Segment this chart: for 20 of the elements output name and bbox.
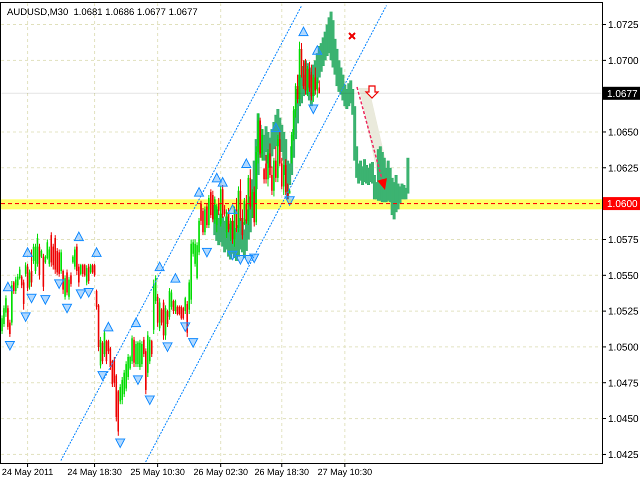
y-tick-label: 1.0525 [608,306,640,318]
ref-line-label: 1.0677 [607,88,638,100]
x-tick-label: 26 May 18:30 [254,467,310,477]
y-tick-label: 1.0700 [608,56,640,67]
y-tick-label: 1.0500 [608,342,640,354]
y-tick-label: 1.0550 [608,270,640,282]
y-tick-label: 1.0450 [608,414,640,426]
x-tick-label: 27 May 10:30 [318,467,372,477]
y-tick-label: 1.0575 [608,234,640,246]
y-tick-label: 1.0425 [608,450,640,461]
ref-line-label: 1.0600 [607,199,638,210]
y-tick-label: 1.0725 [608,20,640,31]
y-tick-label: 1.0475 [608,378,640,390]
x-tick-label: 25 May 10:30 [130,467,185,477]
chart-title: AUDUSD,M30 1.0681 1.0686 1.0677 1.0677 [7,7,198,18]
y-tick-label: 1.0650 [608,127,640,138]
x-tick-label: 26 May 02:30 [193,467,248,477]
y-tick-label: 1.0625 [608,163,640,174]
x-tick-label: 24 May 2011 [2,467,54,477]
x-tick-label: 24 May 18:30 [67,467,122,477]
